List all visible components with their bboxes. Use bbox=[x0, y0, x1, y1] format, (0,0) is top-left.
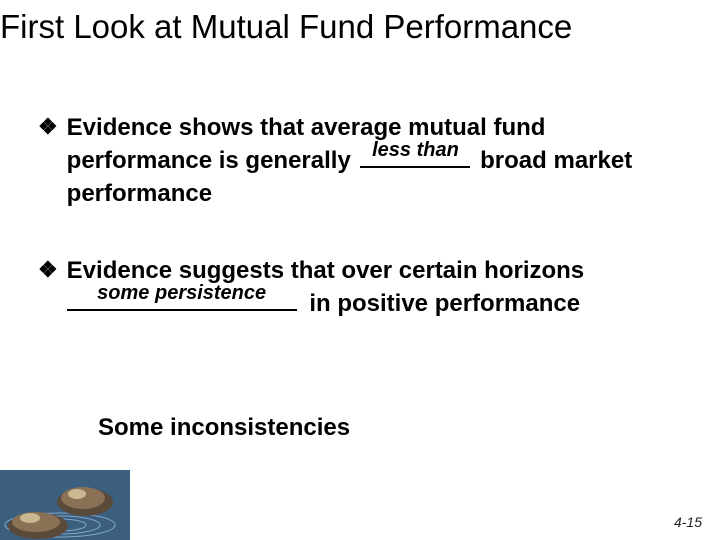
bullet-2: ❖ Evidence suggests that over certain ho… bbox=[38, 255, 657, 321]
stones-image-icon bbox=[0, 470, 130, 540]
blank-2: some persistence bbox=[67, 287, 297, 311]
diamond-bullet-icon: ❖ bbox=[38, 255, 60, 285]
subpoint: Some inconsistencies bbox=[98, 414, 350, 442]
diamond-bullet-icon: ❖ bbox=[38, 112, 60, 142]
blank-1: less than bbox=[360, 144, 470, 168]
bullet-2-post: in positive performance bbox=[303, 290, 580, 317]
blank-2-fill: some persistence bbox=[67, 280, 297, 307]
blank-1-fill: less than bbox=[360, 137, 470, 164]
bullet-2-text: Evidence suggests that over certain hori… bbox=[67, 255, 657, 321]
slide: First Look at Mutual Fund Performance ❖ … bbox=[0, 0, 720, 540]
bullet-1: ❖ Evidence shows that average mutual fun… bbox=[38, 112, 657, 210]
page-number: 4-15 bbox=[674, 514, 702, 530]
bullet-1-text: Evidence shows that average mutual fund … bbox=[67, 112, 657, 210]
slide-title: First Look at Mutual Fund Performance bbox=[0, 8, 572, 46]
